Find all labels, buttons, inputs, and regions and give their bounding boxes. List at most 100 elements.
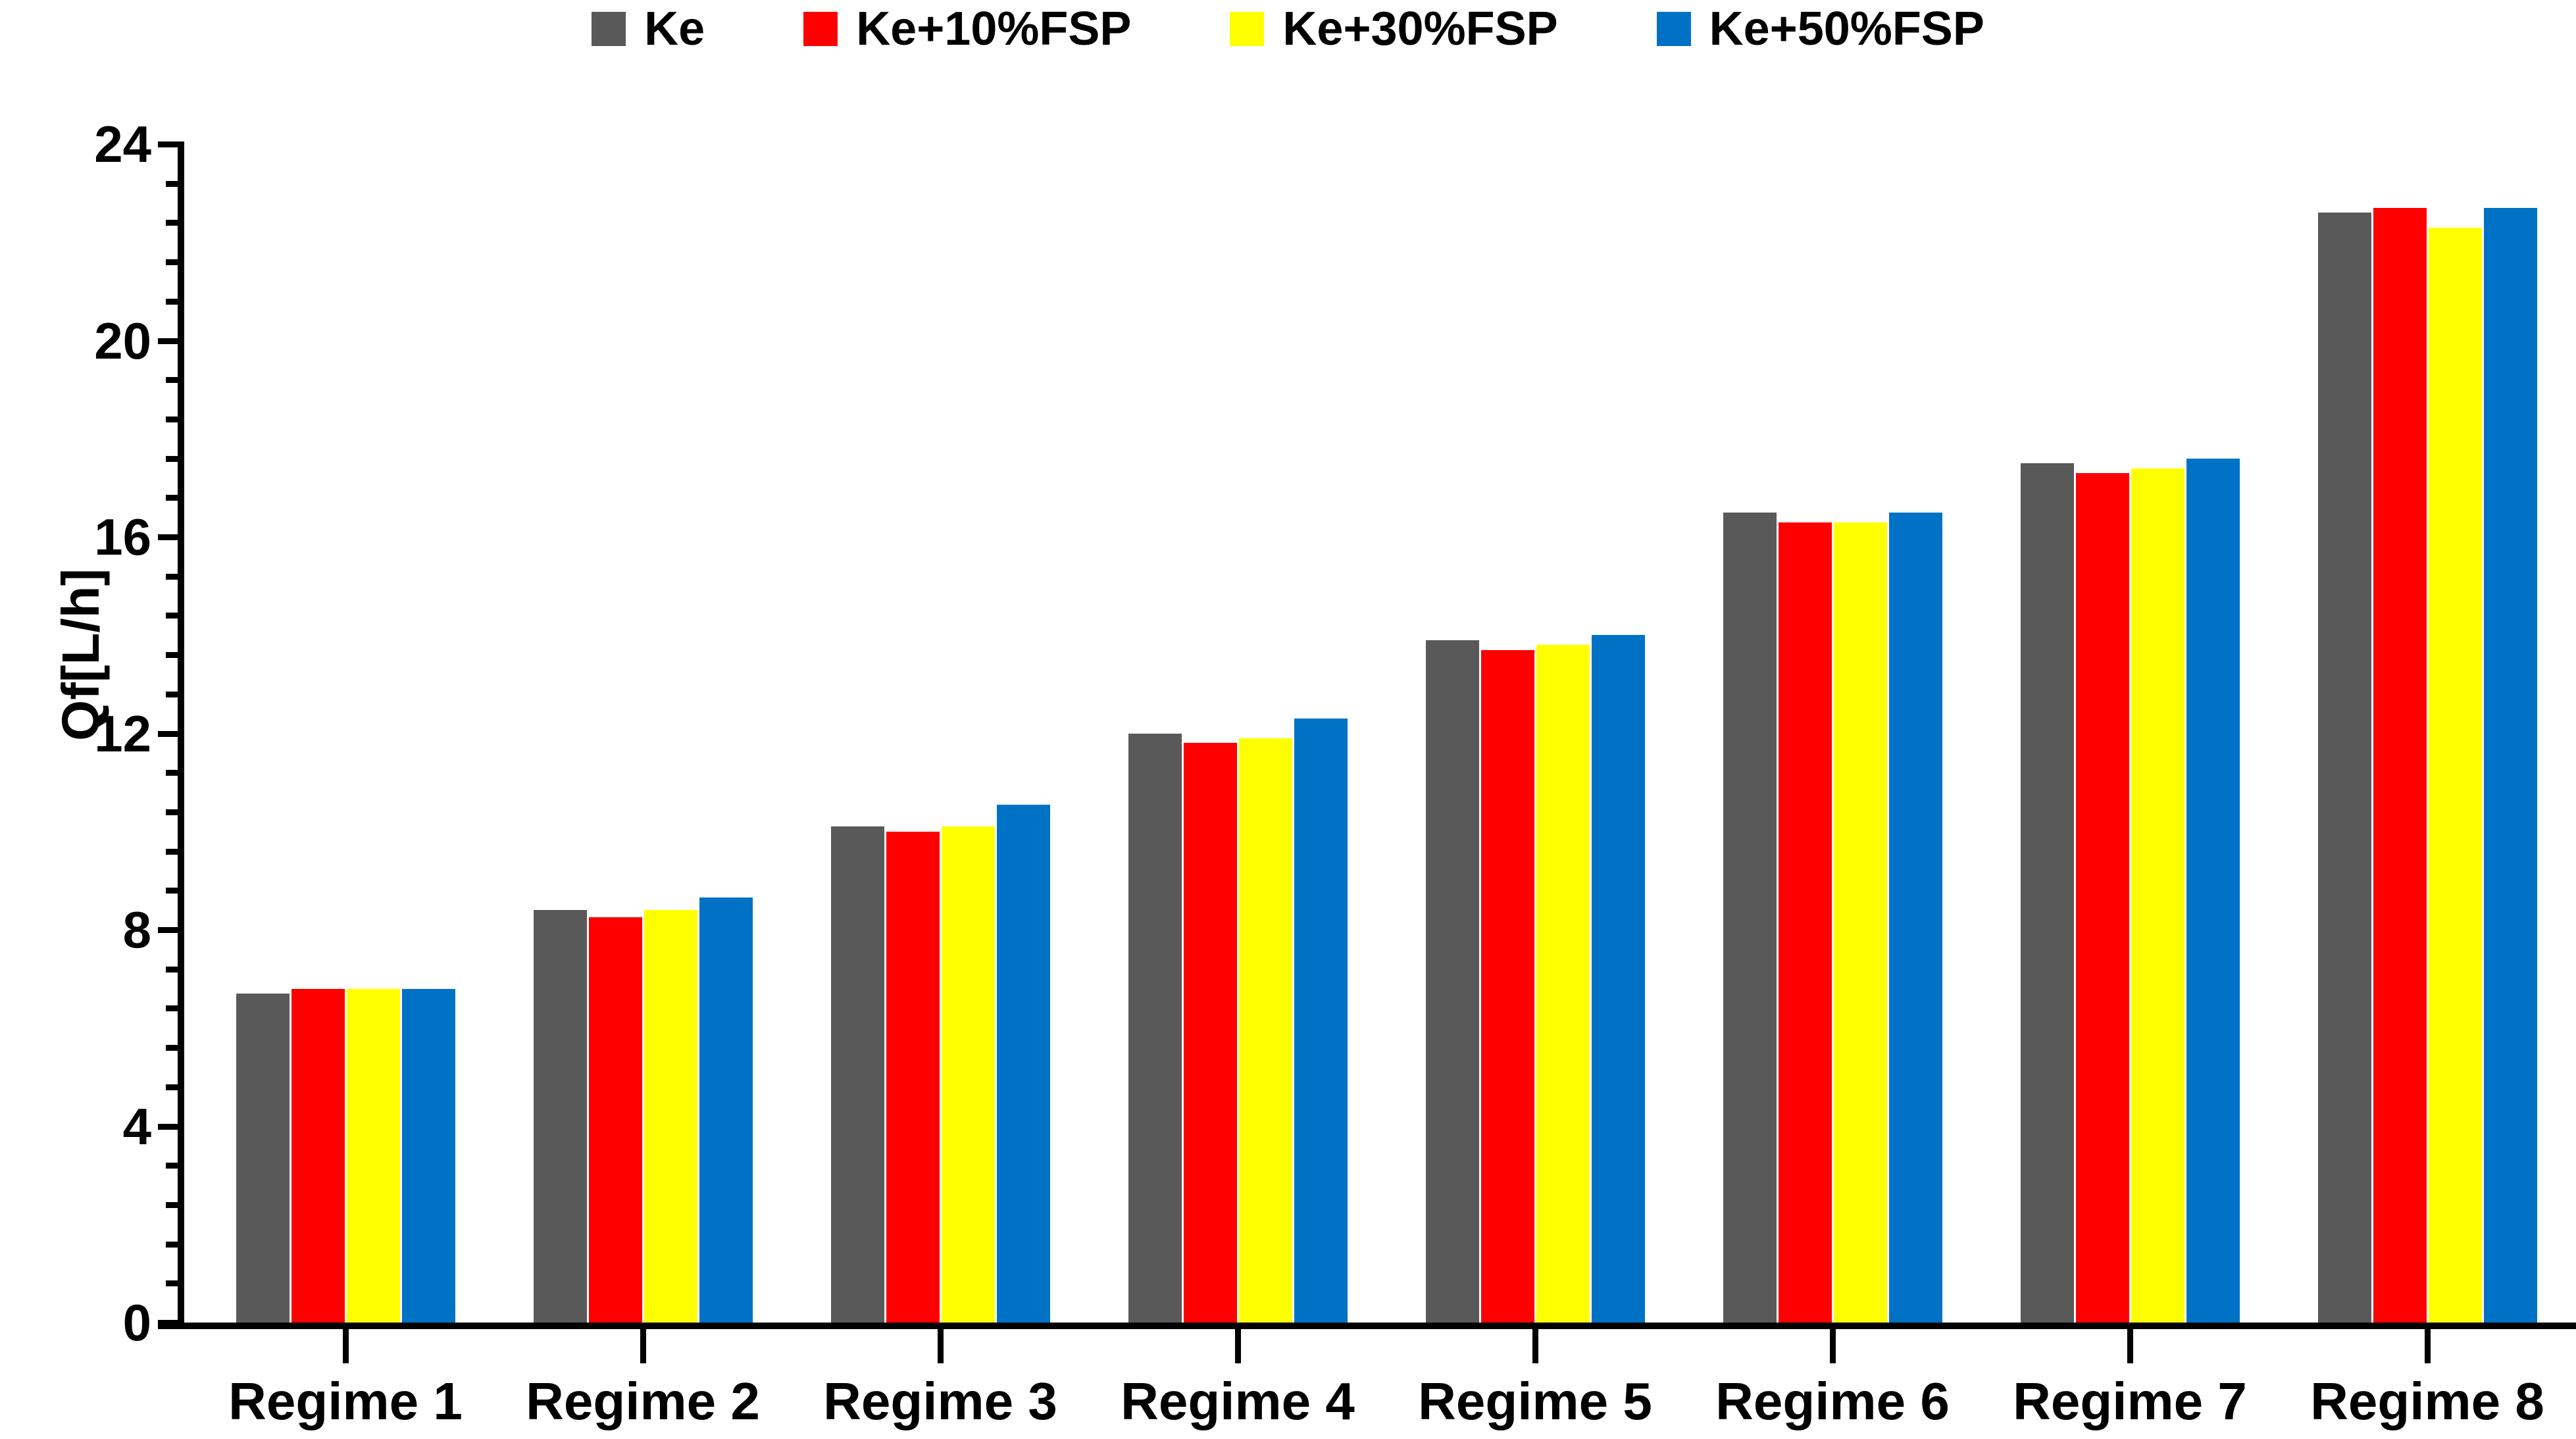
x-tick bbox=[1830, 1329, 1836, 1363]
x-axis-line bbox=[158, 1323, 2576, 1329]
y-major-tick bbox=[158, 338, 184, 344]
x-category-label: Regime 7 bbox=[2013, 1372, 2247, 1430]
y-minor-tick bbox=[166, 495, 184, 501]
y-minor-tick bbox=[166, 1241, 184, 1248]
x-tick bbox=[1532, 1329, 1538, 1363]
y-major-tick bbox=[158, 534, 184, 540]
bar-ke-3 bbox=[830, 826, 884, 1323]
x-tick bbox=[343, 1329, 349, 1363]
x-category-label: Regime 5 bbox=[1418, 1372, 1652, 1430]
legend-label: Ke+50%FSP bbox=[1709, 3, 1984, 55]
y-minor-tick bbox=[166, 377, 184, 384]
legend: Ke Ke+10%FSP Ke+30%FSP Ke+50%FSP bbox=[0, 5, 2576, 53]
y-minor-tick bbox=[166, 573, 184, 580]
y-major-tick bbox=[158, 927, 184, 933]
x-category-label: Regime 3 bbox=[823, 1372, 1057, 1430]
y-minor-tick bbox=[166, 848, 184, 855]
bar-ke-7 bbox=[2020, 463, 2074, 1323]
legend-label: Ke bbox=[644, 3, 705, 55]
y-minor-tick bbox=[166, 1201, 184, 1208]
bar-ke-30-fsp-7 bbox=[2131, 468, 2185, 1323]
bar-ke-50-fsp-8 bbox=[2483, 208, 2537, 1323]
legend-item: Ke+30%FSP bbox=[1230, 5, 1558, 53]
bar-ke-10-fsp-6 bbox=[1778, 522, 1832, 1323]
bar-ke-10-fsp-5 bbox=[1480, 649, 1534, 1323]
bar-ke-50-fsp-3 bbox=[996, 804, 1050, 1323]
bar-ke-1 bbox=[236, 994, 290, 1323]
bar-ke-50-fsp-7 bbox=[2186, 458, 2240, 1323]
legend-swatch-icon bbox=[592, 12, 626, 46]
bar-ke-2 bbox=[533, 910, 587, 1323]
y-tick-label: 8 bbox=[122, 901, 151, 959]
y-major-tick bbox=[158, 141, 184, 147]
y-tick-label: 16 bbox=[94, 508, 151, 566]
x-tick bbox=[640, 1329, 646, 1363]
bar-ke-10-fsp-2 bbox=[588, 917, 642, 1323]
y-minor-tick bbox=[166, 455, 184, 462]
bar-ke-30-fsp-2 bbox=[644, 910, 697, 1323]
bar-ke-50-fsp-5 bbox=[1591, 635, 1645, 1323]
bar-ke-10-fsp-8 bbox=[2373, 208, 2427, 1323]
bar-ke-30-fsp-4 bbox=[1238, 738, 1292, 1323]
y-axis-line bbox=[178, 144, 184, 1329]
y-minor-tick bbox=[166, 613, 184, 619]
bar-ke-10-fsp-7 bbox=[2075, 472, 2129, 1323]
y-tick-label: 0 bbox=[122, 1294, 151, 1351]
bar-ke-50-fsp-4 bbox=[1294, 719, 1348, 1323]
y-minor-tick bbox=[166, 809, 184, 815]
bar-ke-50-fsp-1 bbox=[401, 988, 455, 1323]
legend-item: Ke+50%FSP bbox=[1656, 3, 1984, 55]
bar-ke-50-fsp-6 bbox=[1888, 512, 1942, 1323]
bar-ke-8 bbox=[2317, 213, 2371, 1323]
bar-ke-10-fsp-3 bbox=[886, 831, 940, 1323]
legend-swatch-icon bbox=[803, 12, 838, 46]
y-minor-tick bbox=[166, 1045, 184, 1051]
bar-ke-5 bbox=[1425, 640, 1479, 1323]
y-minor-tick bbox=[166, 770, 184, 776]
bar-ke-30-fsp-8 bbox=[2428, 227, 2482, 1323]
y-minor-tick bbox=[166, 1280, 184, 1287]
y-minor-tick bbox=[166, 652, 184, 659]
legend-swatch-icon bbox=[1656, 12, 1691, 46]
bar-ke-30-fsp-6 bbox=[1833, 522, 1887, 1323]
bar-ke-10-fsp-1 bbox=[291, 988, 345, 1323]
legend-swatch-icon bbox=[1230, 12, 1265, 46]
y-minor-tick bbox=[166, 1084, 184, 1090]
y-minor-tick bbox=[166, 1005, 184, 1012]
y-minor-tick bbox=[166, 180, 184, 187]
x-tick bbox=[1235, 1329, 1241, 1363]
bar-ke-6 bbox=[1723, 512, 1777, 1323]
bar-ke-50-fsp-2 bbox=[699, 897, 753, 1323]
y-tick-label: 24 bbox=[94, 115, 151, 173]
bar-ke-10-fsp-4 bbox=[1183, 743, 1237, 1323]
legend-label: Ke+10%FSP bbox=[856, 3, 1132, 55]
y-tick-label: 20 bbox=[94, 311, 151, 370]
y-tick-label: 4 bbox=[122, 1097, 151, 1155]
bar-ke-30-fsp-3 bbox=[941, 826, 995, 1323]
legend-item: Ke+10%FSP bbox=[803, 5, 1131, 53]
y-minor-tick bbox=[166, 966, 184, 972]
y-minor-tick bbox=[166, 691, 184, 697]
y-minor-tick bbox=[166, 220, 184, 226]
x-tick bbox=[2425, 1329, 2431, 1363]
bar-ke-4 bbox=[1128, 733, 1182, 1323]
y-tick-label: 12 bbox=[94, 704, 151, 763]
y-minor-tick bbox=[166, 416, 184, 422]
y-minor-tick bbox=[166, 1163, 184, 1169]
bar-ke-30-fsp-5 bbox=[1536, 645, 1590, 1323]
y-minor-tick bbox=[166, 298, 184, 305]
x-tick bbox=[2127, 1329, 2133, 1363]
y-major-tick bbox=[158, 1123, 184, 1130]
x-category-label: Regime 4 bbox=[1121, 1372, 1355, 1430]
y-major-tick bbox=[158, 730, 184, 737]
bar-ke-30-fsp-1 bbox=[346, 988, 400, 1323]
x-category-label: Regime 1 bbox=[228, 1372, 463, 1430]
y-major-tick bbox=[158, 1320, 184, 1326]
y-minor-tick bbox=[166, 259, 184, 266]
x-category-label: Regime 2 bbox=[526, 1372, 760, 1430]
legend-item: Ke bbox=[592, 5, 705, 53]
y-minor-tick bbox=[166, 888, 184, 894]
x-category-label: Regime 6 bbox=[1715, 1372, 1950, 1430]
x-tick bbox=[938, 1329, 944, 1363]
